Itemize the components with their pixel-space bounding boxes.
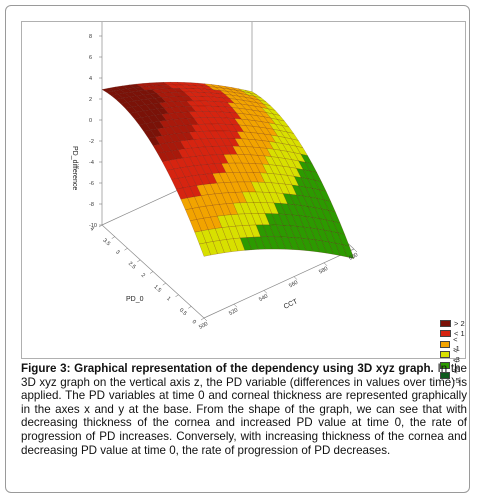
legend-item: < 1: [440, 329, 465, 340]
cct-tick-mark: [233, 304, 238, 308]
chart-panel: 50052054056058060000.511.522.533.5410864…: [21, 21, 466, 385]
legend-swatch: [440, 372, 451, 380]
z-axis-label: PD_difference: [71, 146, 78, 190]
legend-item: < -5: [440, 367, 465, 385]
legend-label: < -5: [453, 356, 460, 375]
caption-body: In the 3D xyz graph on the vertical axis…: [21, 362, 468, 457]
surface-mesh: [101, 82, 355, 259]
surface-plot: 50052054056058060000.511.522.533.5410864…: [71, 22, 359, 331]
pd0-tick-label: 2: [140, 273, 146, 280]
pd0-tick-mark: [175, 294, 179, 297]
cct-tick-label: 600: [348, 252, 359, 262]
legend-swatch: [440, 361, 451, 369]
legend-swatch: [440, 340, 451, 348]
cct-tick-mark: [203, 317, 208, 322]
figure-caption: Figure 3: Graphical representation of th…: [21, 362, 467, 457]
z-tick-label: -10: [89, 223, 97, 229]
cct-tick-label: 560: [288, 280, 299, 290]
z-tick-label: -4: [89, 160, 94, 166]
pd0-tick-label: 3: [114, 249, 120, 256]
pd0-tick-label: 0: [191, 319, 197, 326]
pd0-tick-mark: [188, 306, 192, 309]
legend-label: < -1: [453, 335, 460, 354]
pd0-tick-mark: [124, 248, 128, 251]
cct-tick-mark: [293, 276, 298, 280]
z-tick-label: -6: [89, 181, 94, 187]
pd0-tick-mark: [200, 317, 205, 321]
legend: > 2 < 1 < -1 < -3 < -5 < -5: [440, 318, 465, 385]
pd0-tick-mark: [98, 224, 103, 228]
z-tick-label: -8: [89, 202, 94, 208]
legend-item: < -3: [440, 346, 465, 364]
legend-label: < -5: [453, 366, 460, 385]
z-tick-label: 8: [89, 34, 92, 40]
pd0-tick-label: 0.5: [178, 307, 188, 317]
cct-tick-label: 500: [198, 321, 209, 331]
z-tick-label: -2: [89, 139, 94, 145]
legend-label: < 1: [454, 329, 465, 339]
surface-cell: [342, 244, 355, 259]
pd0-tick-label: 4: [89, 226, 95, 233]
z-tick-label: 2: [89, 97, 92, 103]
cct-axis-label: CCT: [283, 298, 300, 311]
pd0-tick-label: 3.5: [101, 238, 111, 248]
z-tick-label: 0: [89, 118, 92, 124]
legend-item: > 2: [440, 318, 465, 329]
pd0-tick-mark: [162, 282, 166, 286]
legend-swatch: [440, 351, 451, 359]
pd0-tick-label: 2.5: [127, 261, 137, 271]
cct-tick-mark: [353, 248, 358, 253]
pd0-axis-label: PD_0: [126, 296, 144, 303]
cct-tick-mark: [323, 262, 328, 266]
cct-tick-label: 540: [258, 294, 269, 304]
legend-label: > 2: [454, 318, 465, 328]
z-tick-label: 4: [89, 76, 92, 82]
z-tick-label: 6: [89, 55, 92, 61]
pd0-tick-mark: [111, 236, 115, 239]
legend-item: < -1: [440, 335, 465, 353]
caption-lead: Figure 3: Graphical representation of th…: [21, 362, 434, 375]
pd0-tick-mark: [149, 271, 154, 274]
pd0-tick-label: 1.5: [152, 284, 162, 294]
pd0-tick-mark: [137, 259, 141, 263]
axis-ticks: 50052054056058060000.511.522.533.5410864…: [89, 34, 359, 331]
figure-frame: 50052054056058060000.511.522.533.5410864…: [5, 5, 470, 493]
cct-tick-label: 580: [318, 266, 329, 276]
pd0-tick-label: 1: [165, 296, 171, 303]
cct-tick-label: 520: [228, 307, 239, 317]
legend-swatch: [440, 330, 451, 338]
cct-tick-mark: [263, 290, 268, 294]
legend-label: < -3: [453, 345, 460, 364]
axis-edge-cct: [203, 248, 355, 319]
legend-item: < -5: [440, 356, 465, 374]
legend-swatch: [440, 319, 451, 327]
